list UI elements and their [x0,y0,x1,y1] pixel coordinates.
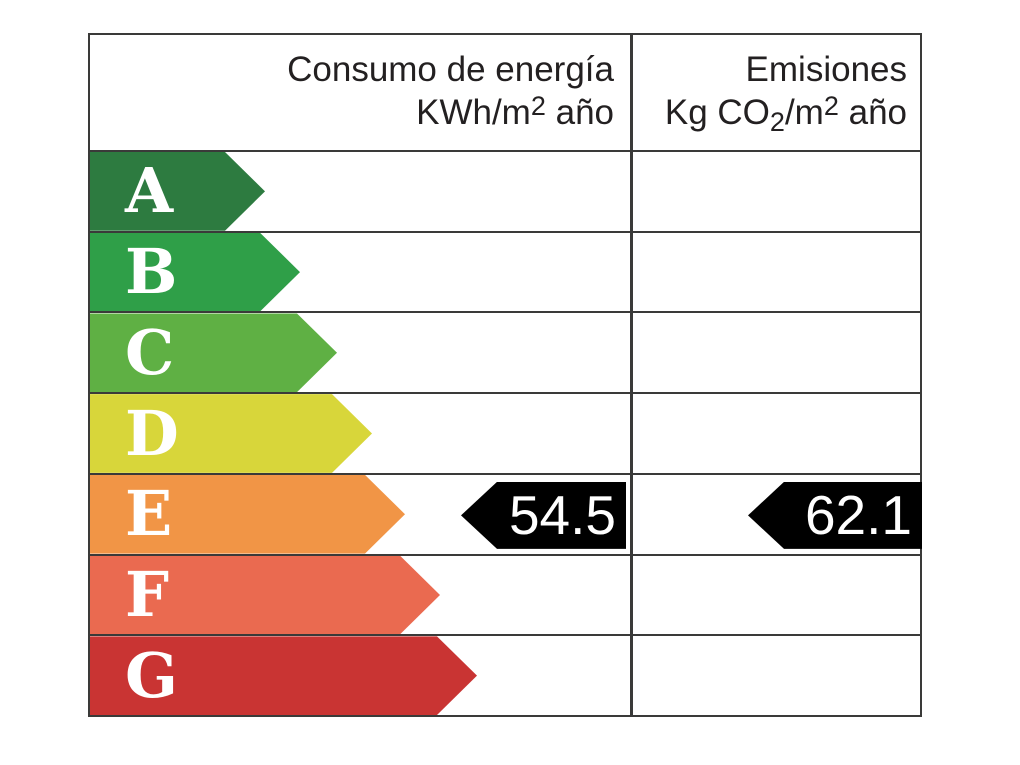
rating-row-b: B [90,230,920,312]
rating-row-g: G [90,634,920,716]
consumption-units-superscript: 2 [530,91,546,121]
rating-arrow-f: F [90,556,440,635]
rating-row-e-emissions-cell: 62.1 [633,475,922,554]
rating-letter-d: D [125,396,179,470]
emissions-units-subscript: 2 [769,107,785,137]
rating-arrow-c: C [90,313,337,392]
rating-row-a-consumption-cell: A [90,152,633,231]
emissions-units-mid: /m [784,93,824,132]
rating-letter-e: E [125,477,173,551]
emissions-value-arrow: 62.1 [748,481,922,549]
rating-letter-f: F [125,557,170,631]
rating-table: Consumo de energía KWh/m2 año Emisiones … [88,33,922,717]
header-consumption: Consumo de energía KWh/m2 año [90,35,633,150]
rating-row-c-emissions-cell [633,313,920,392]
rating-row-c: C [90,311,920,393]
rating-row-a: A [90,150,920,231]
rating-row-f-consumption-cell: F [90,555,633,635]
rating-row-d-emissions-cell [633,394,920,473]
emissions-units-superscript: 2 [823,91,839,121]
rating-letter-g: G [125,638,178,712]
header-emissions: Emisiones Kg CO2/m2 año [633,35,920,150]
consumption-header-units: KWh/m2 año [90,91,614,137]
emissions-units-text: Kg CO [664,93,770,132]
emissions-value: 62.1 [804,483,912,546]
emissions-units-suffix: año [838,93,907,132]
emissions-header-units: Kg CO2/m2 año [633,91,907,137]
rating-row-f-emissions-cell [633,556,920,635]
rating-row-e-consumption-cell: E 54.5 [90,474,633,554]
rating-row-d-consumption-cell: D [90,394,633,473]
emissions-header-title: Emisiones [745,50,907,89]
rating-arrow-a: A [90,152,265,231]
rating-row-a-emissions-cell [633,152,920,231]
rating-letter-b: B [125,235,178,309]
rating-arrow-e: E [90,475,405,554]
rating-row-g-emissions-cell [633,636,920,715]
rating-row-e: E 54.5 62.1 [90,472,922,554]
consumption-header-title: Consumo de energía [287,50,614,89]
rating-arrow-d: D [90,394,372,473]
consumption-units-text: KWh/m [416,93,531,132]
rating-arrow-b: B [90,233,300,312]
consumption-value-arrow: 54.5 [461,481,626,549]
rating-row-b-emissions-cell [633,233,920,312]
rating-letter-c: C [125,315,175,389]
rating-arrow-g: G [90,636,477,715]
rating-row-d: D [90,392,920,473]
rating-letter-a: A [125,154,174,228]
rating-row-f: F [90,553,920,635]
rating-row-g-consumption-cell: G [90,636,633,716]
rating-row-b-consumption-cell: B [90,232,633,312]
consumption-units-suffix: año [545,93,614,132]
consumption-value: 54.5 [508,483,616,546]
header-row: Consumo de energía KWh/m2 año Emisiones … [90,35,920,150]
rating-row-c-consumption-cell: C [90,313,633,393]
